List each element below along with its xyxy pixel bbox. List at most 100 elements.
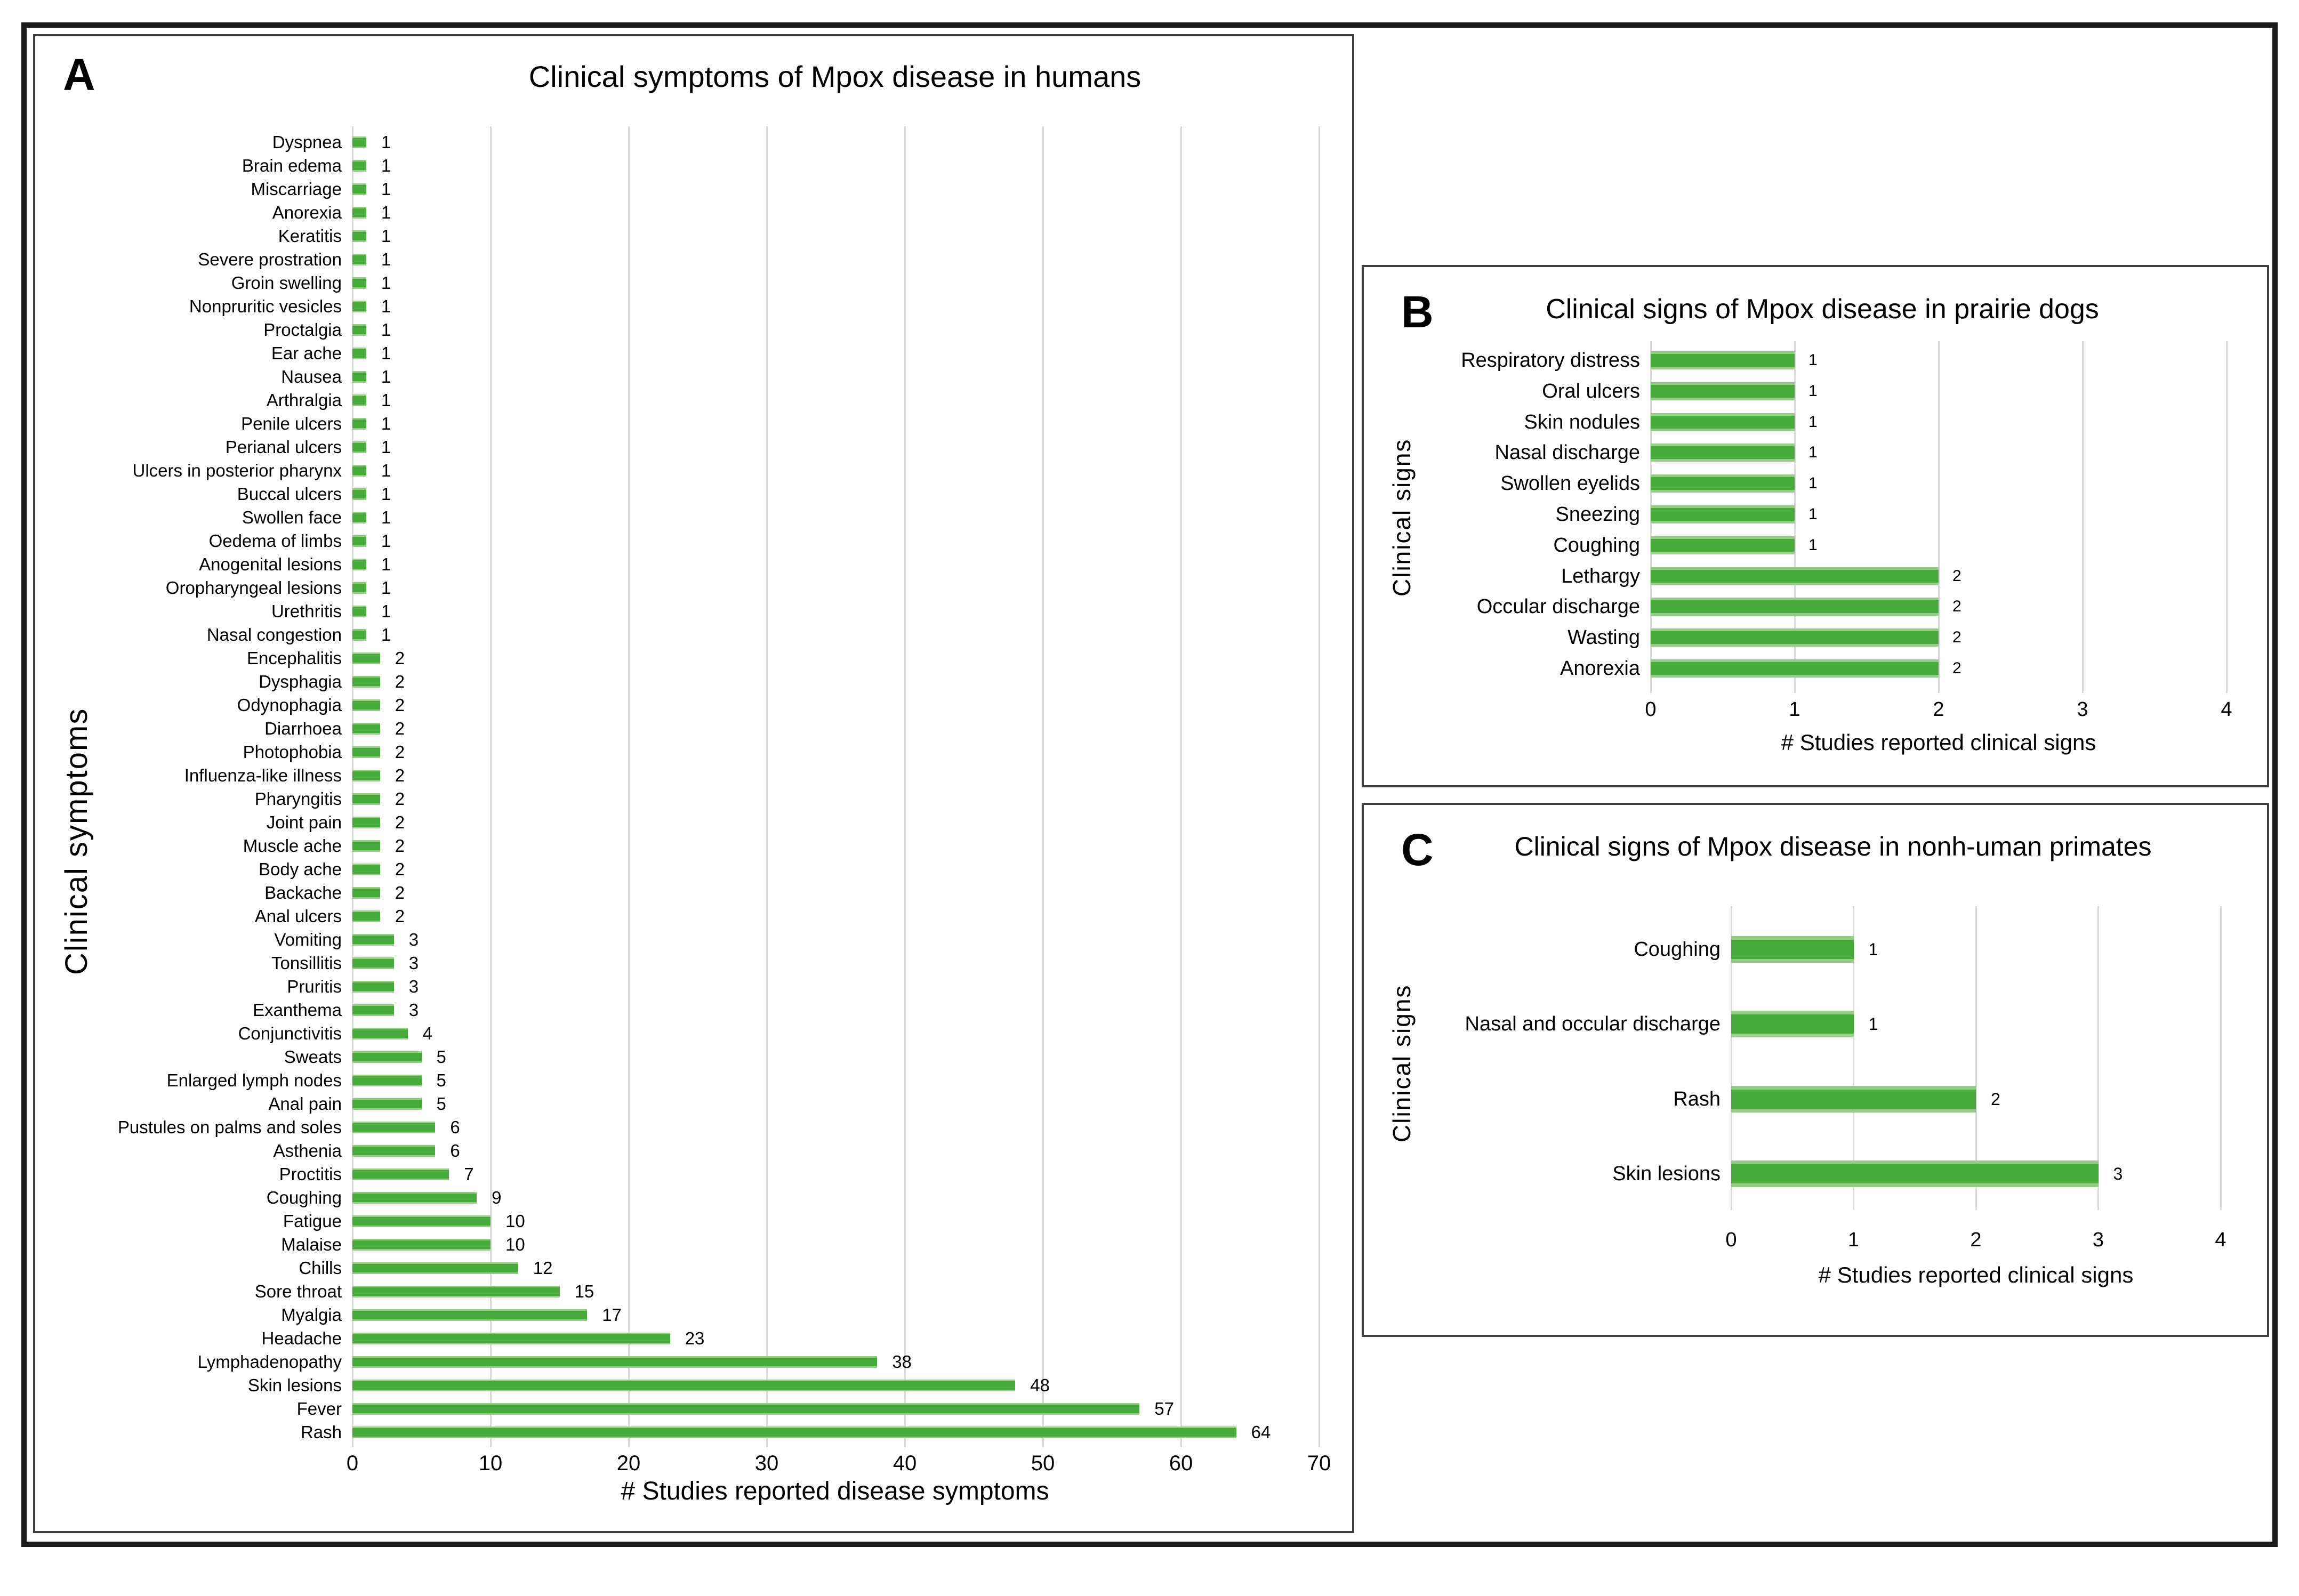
category-label: Skin lesions bbox=[247, 1375, 342, 1395]
category-label: Swollen eyelids bbox=[1500, 472, 1640, 495]
x-tick-label: 20 bbox=[616, 1452, 641, 1475]
value-label: 2 bbox=[1952, 659, 1962, 677]
x-tick-label: 3 bbox=[2077, 698, 2088, 721]
value-label: 1 bbox=[381, 554, 391, 574]
value-label: 17 bbox=[602, 1305, 622, 1325]
bar bbox=[352, 535, 366, 547]
bar bbox=[352, 1215, 491, 1227]
value-label: 1 bbox=[381, 273, 391, 293]
value-label: 2 bbox=[395, 812, 405, 832]
category-label: Fatigue bbox=[283, 1211, 342, 1231]
category-label: Joint pain bbox=[266, 812, 342, 832]
panel-c-title: Clinical signs of Mpox disease in nonh-u… bbox=[1514, 832, 2152, 861]
category-label: Encephalitis bbox=[247, 648, 342, 668]
x-tick-label: 60 bbox=[1169, 1452, 1193, 1475]
gridline bbox=[351, 126, 353, 1447]
value-label: 4 bbox=[422, 1023, 432, 1043]
value-label: 1 bbox=[381, 367, 391, 386]
category-label: Anogenital lesions bbox=[199, 554, 342, 574]
bar bbox=[352, 160, 366, 172]
category-label: Skin lesions bbox=[1612, 1162, 1721, 1185]
category-label: Skin nodules bbox=[1524, 410, 1640, 433]
value-label: 5 bbox=[436, 1047, 446, 1067]
x-tick-label: 1 bbox=[1847, 1229, 1860, 1251]
value-label: 9 bbox=[492, 1188, 502, 1207]
bar bbox=[352, 512, 366, 523]
value-label: 2 bbox=[1952, 567, 1962, 585]
category-label: Exanthema bbox=[253, 1000, 342, 1020]
bar bbox=[1651, 598, 1939, 616]
bar bbox=[352, 629, 366, 641]
value-label: 1 bbox=[1808, 474, 1818, 493]
bar bbox=[352, 1286, 560, 1297]
category-label: Body ache bbox=[259, 859, 342, 879]
category-label: Conjunctivitis bbox=[238, 1023, 342, 1043]
value-label: 1 bbox=[1808, 536, 1818, 554]
bar bbox=[1651, 444, 1795, 462]
x-tick-label: 4 bbox=[2221, 698, 2232, 721]
category-label: Nasal discharge bbox=[1494, 441, 1640, 464]
category-label: Headache bbox=[261, 1328, 342, 1348]
value-label: 5 bbox=[436, 1070, 446, 1090]
value-label: 57 bbox=[1154, 1399, 1175, 1418]
panel-c-x-axis-title: # Studies reported clinical signs bbox=[1818, 1262, 2134, 1287]
gridline bbox=[766, 126, 768, 1447]
value-label: 1 bbox=[1868, 940, 1878, 959]
bar bbox=[1731, 936, 1854, 963]
value-label: 1 bbox=[381, 484, 391, 504]
bar bbox=[352, 394, 366, 406]
gridline bbox=[489, 126, 492, 1447]
value-label: 23 bbox=[685, 1328, 705, 1348]
value-label: 10 bbox=[505, 1235, 525, 1254]
value-label: 1 bbox=[1808, 413, 1818, 431]
gridline bbox=[904, 126, 906, 1447]
bar bbox=[352, 371, 366, 383]
bar bbox=[1651, 536, 1795, 554]
category-label: Fever bbox=[296, 1399, 342, 1418]
value-label: 2 bbox=[395, 836, 405, 856]
bar bbox=[352, 652, 380, 664]
category-label: Dyspnea bbox=[272, 132, 342, 152]
value-label: 6 bbox=[450, 1141, 460, 1160]
category-label: Backache bbox=[264, 883, 342, 902]
category-label: Urethritis bbox=[271, 601, 342, 621]
bar bbox=[352, 1309, 588, 1321]
bar bbox=[352, 1145, 436, 1157]
value-label: 3 bbox=[408, 977, 419, 996]
category-label: Severe prostration bbox=[198, 249, 342, 269]
value-label: 1 bbox=[381, 249, 391, 269]
value-label: 2 bbox=[395, 695, 405, 715]
category-label: Odynophagia bbox=[237, 695, 342, 715]
bar bbox=[352, 606, 366, 617]
x-tick-label: 0 bbox=[346, 1452, 359, 1475]
value-label: 64 bbox=[1251, 1422, 1271, 1442]
panel-b-letter: B bbox=[1401, 287, 1434, 337]
bar bbox=[352, 1403, 1140, 1415]
category-label: Anal ulcers bbox=[254, 906, 342, 926]
panel-a-humans: A Clinical symptoms of Mpox disease in h… bbox=[33, 34, 1354, 1533]
value-label: 1 bbox=[1808, 505, 1818, 523]
value-label: 1 bbox=[381, 578, 391, 598]
category-label: Penile ulcers bbox=[241, 414, 342, 433]
category-label: Diarrhoea bbox=[264, 719, 342, 738]
category-label: Coughing bbox=[1553, 534, 1640, 557]
bar bbox=[352, 699, 380, 711]
gridline bbox=[1853, 906, 1854, 1210]
bar bbox=[352, 1380, 1016, 1391]
bar bbox=[352, 793, 380, 805]
bar bbox=[352, 1192, 477, 1204]
x-tick-label: 70 bbox=[1307, 1452, 1331, 1475]
figure-outer-border bbox=[21, 22, 2278, 1547]
category-label: Pharyngitis bbox=[254, 789, 342, 809]
category-label: Perianal ulcers bbox=[225, 437, 342, 457]
category-label: Sweats bbox=[284, 1047, 342, 1067]
gridline bbox=[1318, 126, 1320, 1447]
value-label: 15 bbox=[574, 1281, 594, 1301]
value-label: 2 bbox=[395, 719, 405, 738]
category-label: Anorexia bbox=[272, 203, 342, 222]
bar bbox=[352, 1004, 394, 1016]
value-label: 1 bbox=[381, 156, 391, 175]
bar bbox=[352, 934, 394, 946]
bar bbox=[1651, 628, 1939, 647]
bar bbox=[352, 1122, 436, 1133]
